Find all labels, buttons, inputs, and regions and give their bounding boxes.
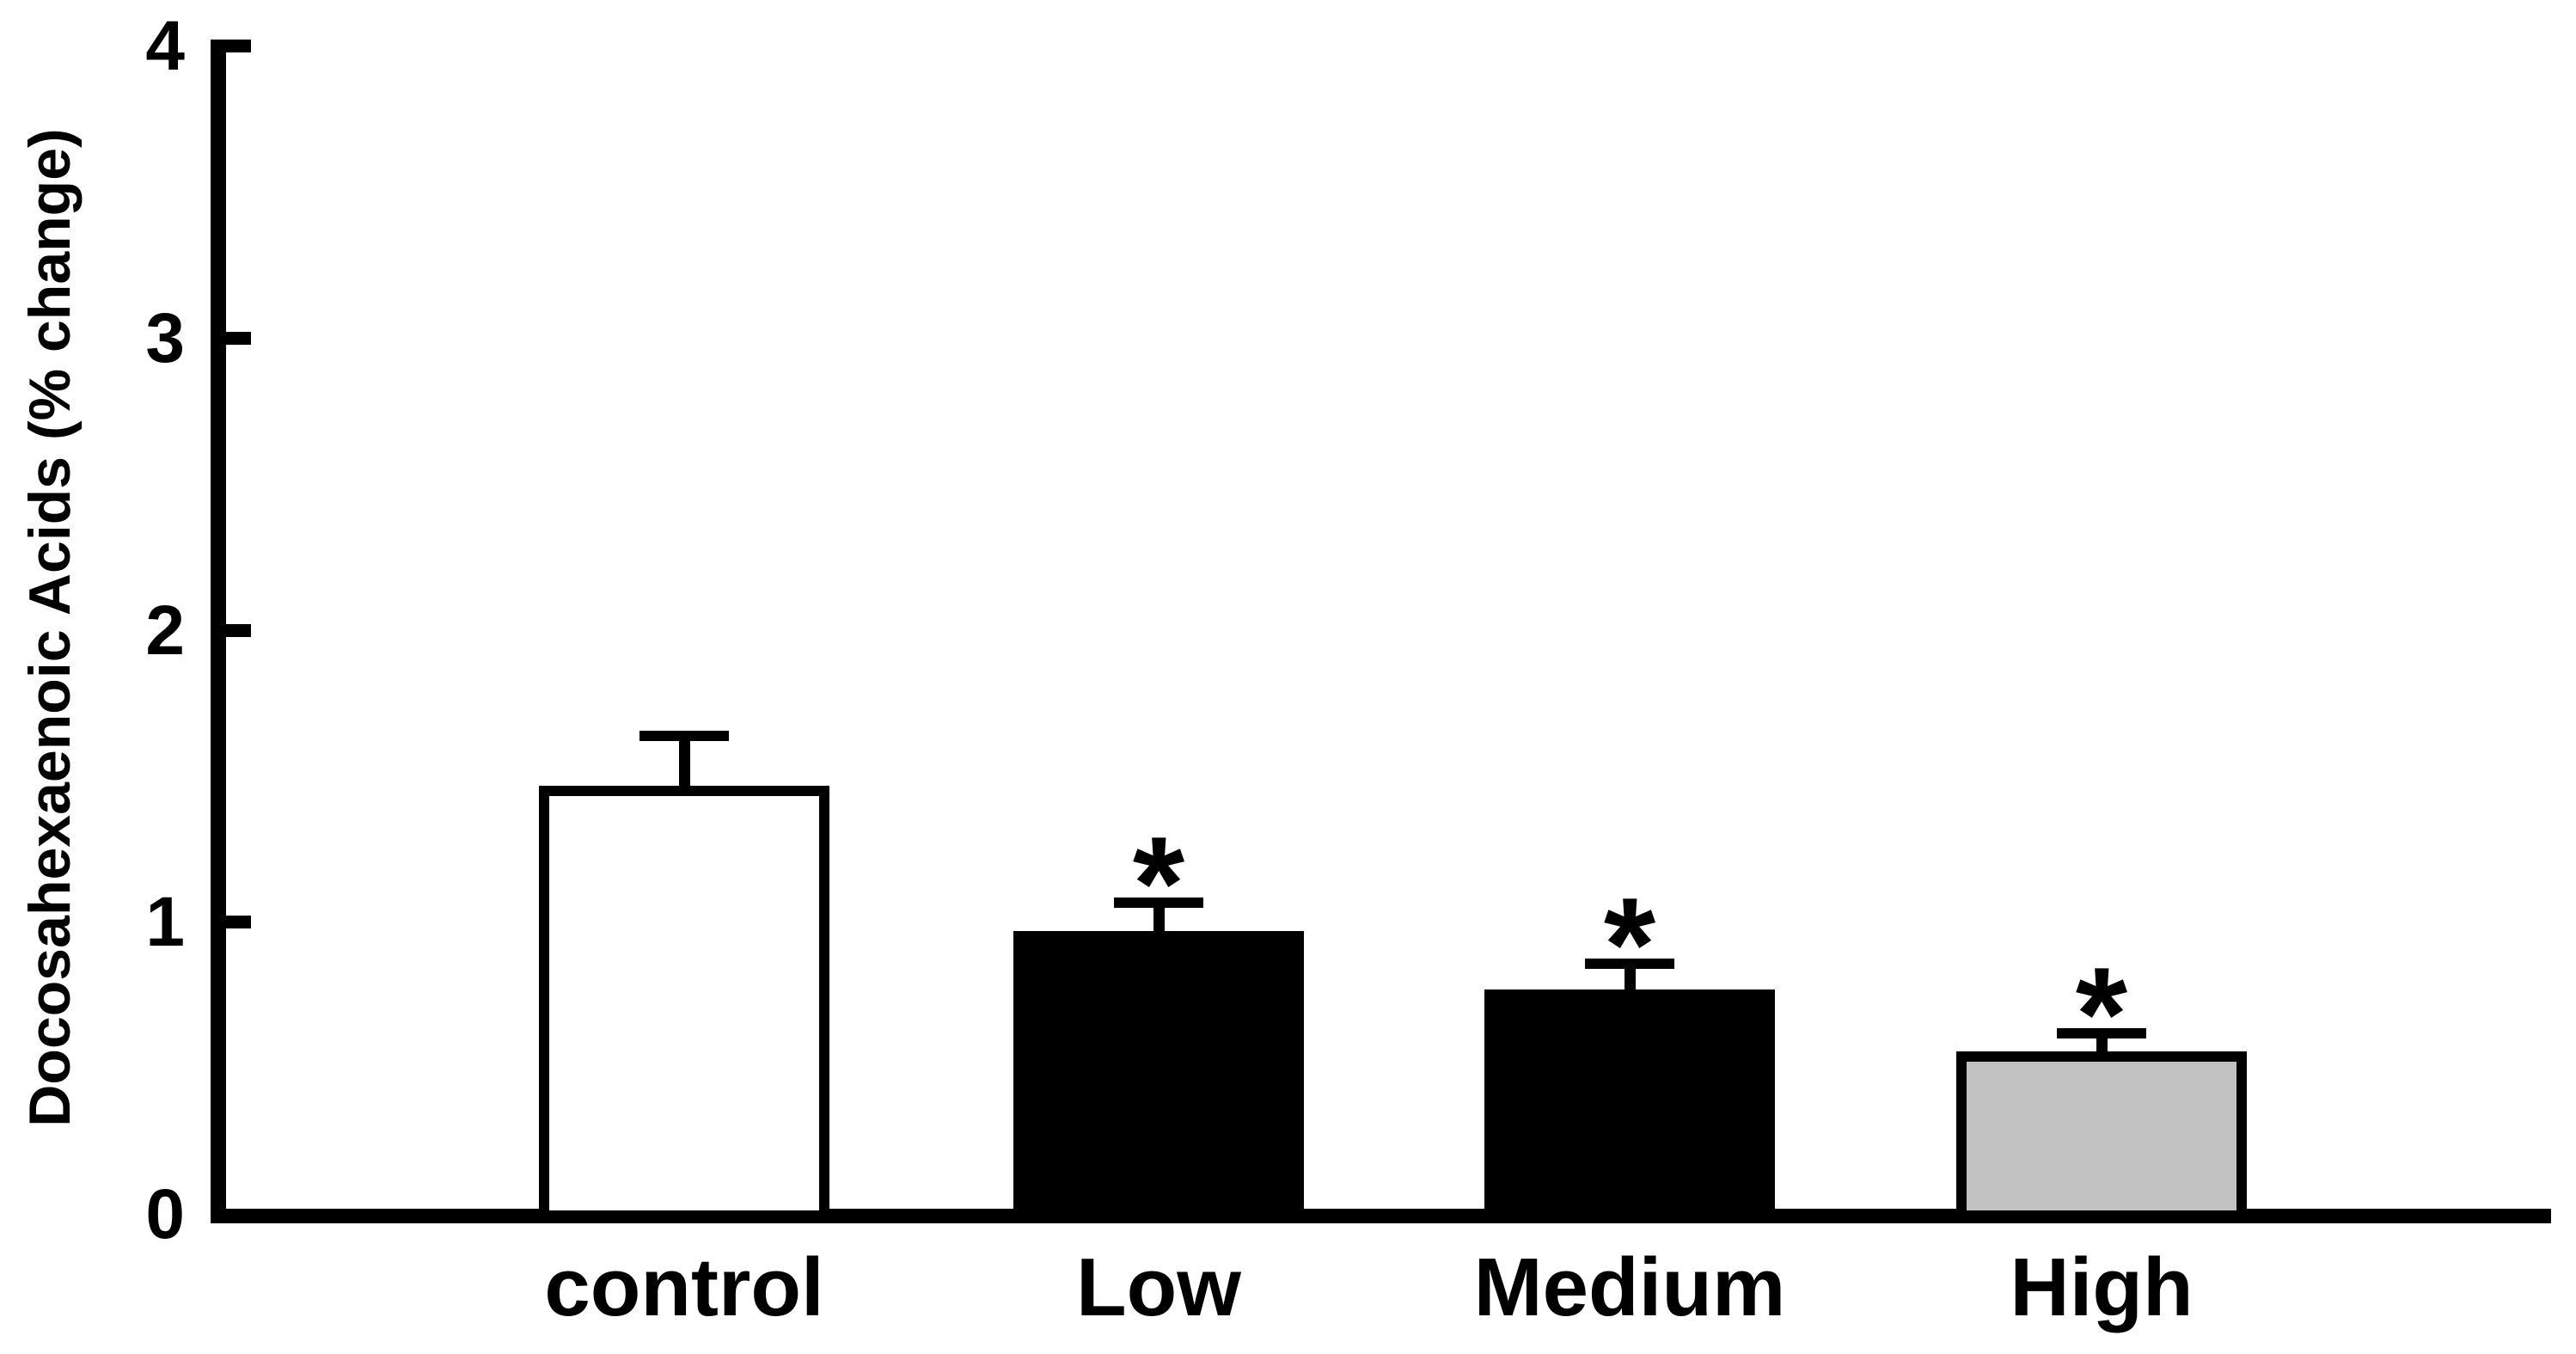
- y-tick-label-4: 4: [145, 7, 185, 86]
- y-tick-label-2: 2: [145, 591, 185, 670]
- y-tick-label-1: 1: [145, 883, 185, 962]
- error-bar-cap-high: [2057, 1028, 2146, 1039]
- bar-low: [1013, 931, 1304, 1221]
- y-axis-line: [211, 40, 226, 1222]
- bar-medium: [1484, 989, 1775, 1221]
- significance-asterisk-high: *: [2075, 940, 2128, 1089]
- error-bar-stem-medium: [1625, 963, 1636, 990]
- error-bar-cap-control: [639, 730, 729, 741]
- bar-control: [539, 785, 829, 1221]
- x-tick-label-medium: Medium: [1473, 1241, 1786, 1333]
- significance-marker-control: [590, 650, 779, 787]
- significance-asterisk-low: *: [1132, 808, 1185, 958]
- significance-asterisk-medium: *: [1603, 869, 1656, 1019]
- y-axis-tick-mark-1: [226, 916, 251, 929]
- y-axis-tick-mark-2: [226, 623, 251, 637]
- error-bar-stem-low: [1153, 902, 1165, 932]
- x-tick-label-low: Low: [1076, 1241, 1241, 1333]
- y-axis-tick-mark-3: [226, 331, 251, 345]
- bar-high: [1956, 1051, 2247, 1221]
- x-tick-label-control: control: [544, 1241, 824, 1333]
- y-axis-tick-mark-4: [226, 40, 251, 53]
- error-bar-stem-control: [679, 735, 690, 786]
- error-bar-cap-medium: [1585, 958, 1674, 969]
- y-tick-label-3: 3: [145, 298, 185, 377]
- y-tick-label-0: 0: [145, 1175, 185, 1253]
- error-bar-cap-low: [1114, 897, 1203, 908]
- x-tick-label-high: High: [2010, 1241, 2194, 1333]
